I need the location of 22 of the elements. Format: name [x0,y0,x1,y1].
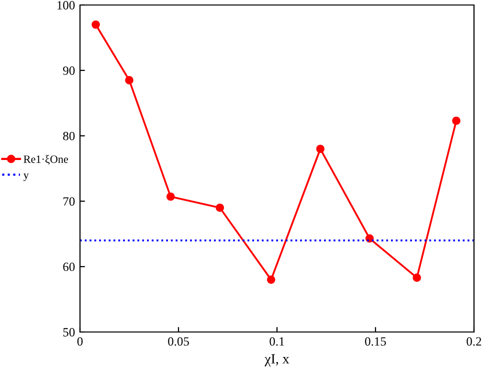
x-tick-label: 0.2 [466,337,482,346]
point [216,204,224,212]
legend-label: Re1·ξOne [24,155,68,165]
point [452,116,460,125]
x-axis-title: χI, x [264,354,290,366]
point [166,192,175,201]
point [125,76,134,84]
point [92,20,100,29]
point [412,274,422,282]
x-tick-label: 0 [77,337,83,346]
point [316,144,325,154]
x-tick-label: 0.15 [365,337,386,346]
y-tick-label: 50 [63,328,75,336]
x-tick-label: 0.05 [168,337,189,346]
point [266,276,276,284]
y-tick-label: 100 [57,1,75,10]
y-tick-label: 90 [63,66,75,75]
legend-label: y [23,173,29,181]
y-tick-label: 60 [63,262,75,272]
y-tick-label: 80 [63,132,75,140]
x-tick-label: 0.1 [270,337,284,346]
y-tick-label: 70 [63,197,75,206]
